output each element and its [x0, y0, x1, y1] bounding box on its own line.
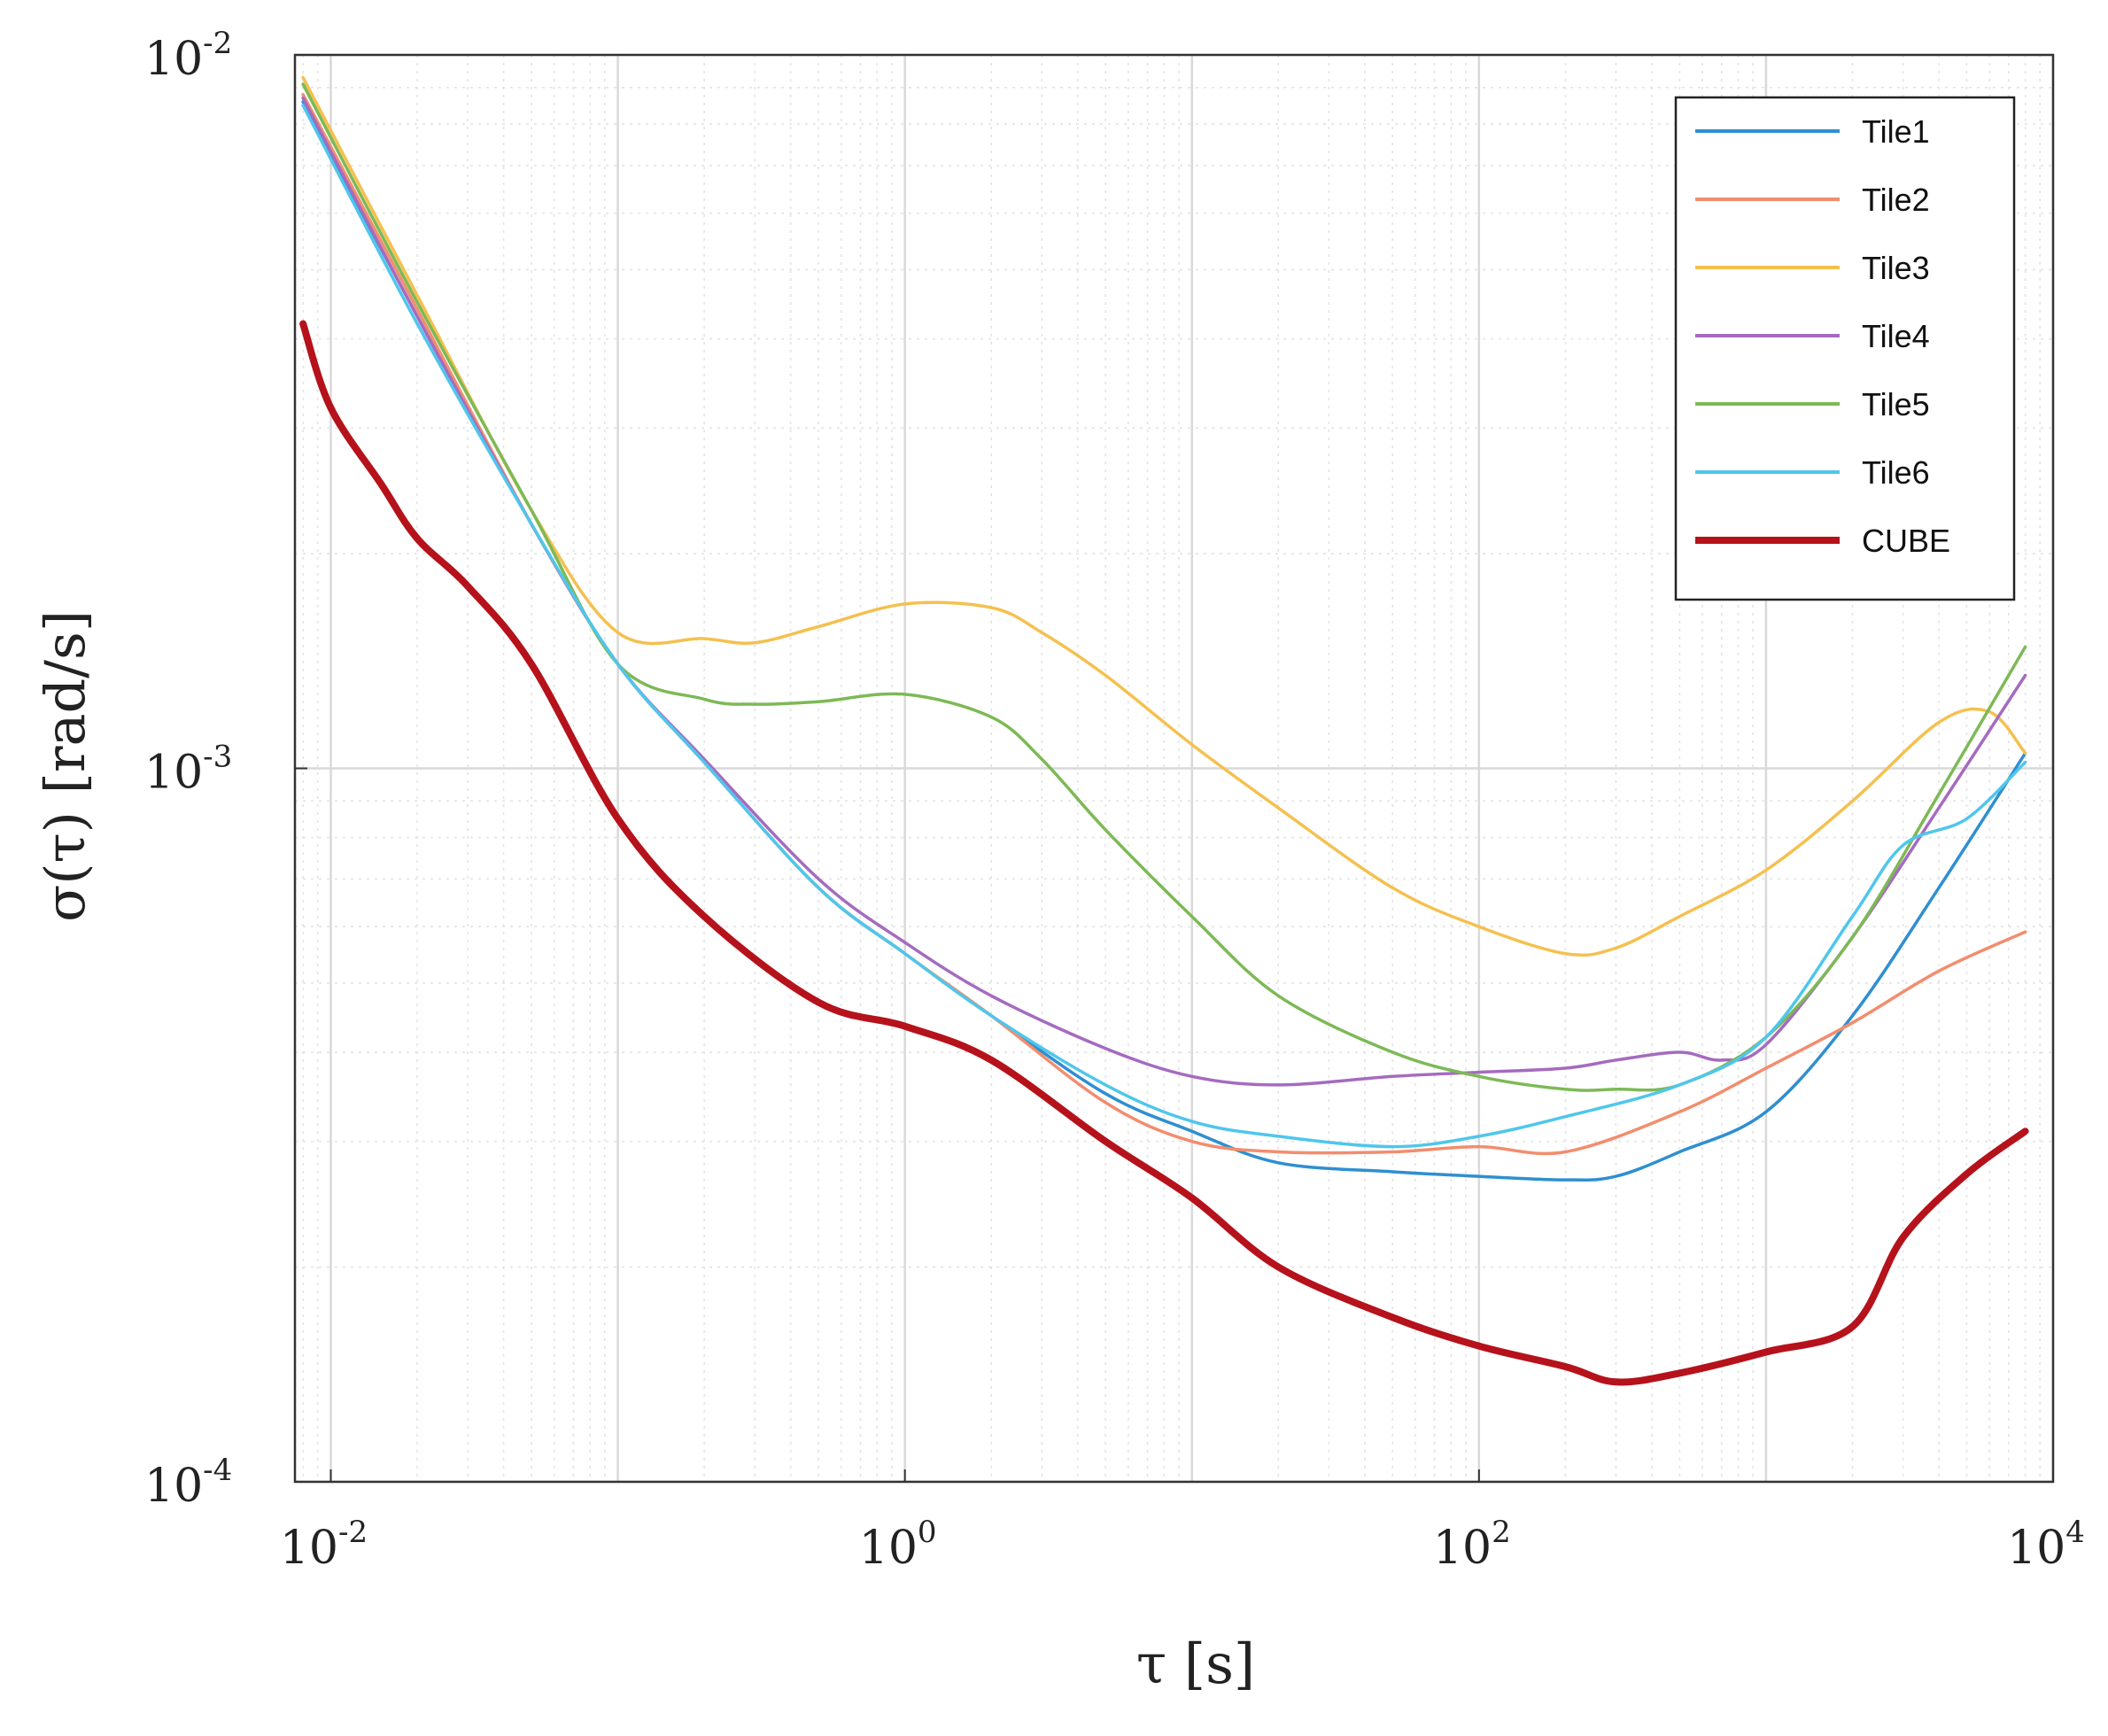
series-line-tile6 — [301, 104, 2027, 1149]
legend-label-tile1: Tile1 — [1862, 113, 1930, 150]
x-tick-label: 10-2 — [280, 1515, 368, 1575]
x-axis-ticks: 10-2 100 102 104 — [280, 1469, 2085, 1575]
x-tick-label: 100 — [859, 1515, 937, 1575]
y-tick-label: 10-2 — [144, 26, 232, 86]
y-tick-label: 10-3 — [144, 740, 232, 800]
y-axis-ticks: 10-4 10-3 10-2 — [144, 26, 307, 1513]
legend: Tile1 Tile2 Tile3 Tile4 Tile5 Tile6 CUBE — [1674, 96, 2016, 601]
y-tick-label: 10-4 — [144, 1453, 232, 1513]
legend-label-tile4: Tile4 — [1862, 318, 1930, 354]
legend-label-tile2: Tile2 — [1862, 182, 1930, 218]
x-tick-label: 102 — [1433, 1515, 1511, 1575]
y-axis-label: σ(τ) [rad/s] — [33, 610, 97, 922]
legend-label-tile5: Tile5 — [1862, 386, 1930, 422]
legend-box — [1674, 96, 2016, 601]
series-layer — [299, 75, 2029, 1386]
legend-label-tile6: Tile6 — [1862, 454, 1930, 491]
legend-label-tile3: Tile3 — [1862, 250, 1930, 286]
x-tick-label: 104 — [2007, 1515, 2085, 1575]
legend-label-cube: CUBE — [1862, 523, 1950, 559]
x-axis-label: τ [s] — [1136, 1631, 1255, 1696]
series-line-tile3 — [301, 75, 2027, 957]
series-line-cube — [299, 320, 2029, 1386]
